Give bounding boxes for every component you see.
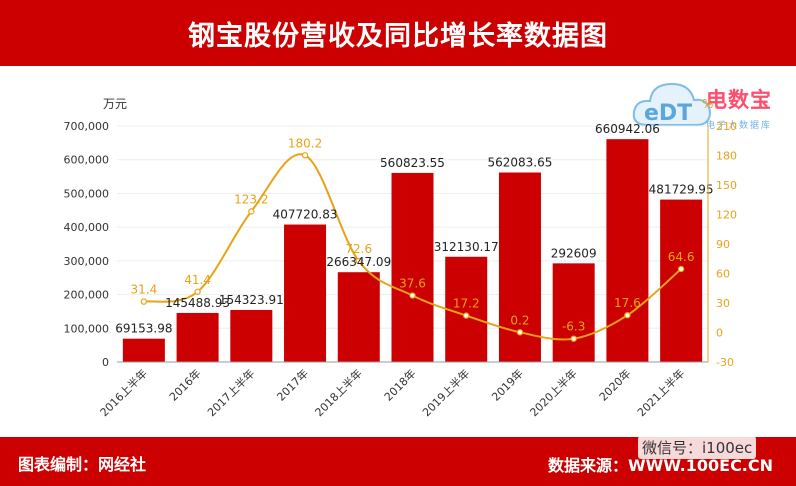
logo-cloud: eDT: [632, 82, 712, 126]
growth-point: [570, 335, 577, 342]
growth-value-label: 41.4: [184, 273, 211, 287]
growth-point: [301, 152, 309, 159]
growth-value-label: 72.6: [345, 242, 372, 256]
footer-source: 数据来源：WWW.100EC.CN: [548, 452, 773, 476]
growth-point: [463, 312, 470, 319]
x-tick-label: 2020上半年: [527, 366, 580, 419]
bar: [660, 199, 703, 362]
growth-point: [624, 311, 631, 319]
bar-layer: [122, 139, 703, 362]
bar-value-label: 481729.95: [649, 183, 714, 197]
bar: [337, 272, 380, 362]
bar-value-label: 154323.91: [219, 293, 284, 307]
bar-value-label: 312130.17: [434, 240, 499, 254]
x-tick-label: 2016上半年: [97, 366, 150, 419]
y-tick-label: 600,000: [64, 154, 110, 167]
chart-title: 钢宝股份营收及同比增长率数据图: [188, 20, 608, 52]
y2-tick-label: 90: [716, 238, 730, 251]
growth-point: [409, 292, 416, 299]
growth-value-label: 64.6: [668, 250, 695, 264]
bar: [606, 139, 649, 362]
x-tick-label: 2017年: [274, 366, 311, 403]
growth-value-label: 31.4: [131, 283, 158, 297]
bar: [391, 172, 434, 362]
x-tick-label: 2016年: [166, 366, 203, 403]
y-tick-label: 500,000: [64, 187, 110, 200]
source-label: 数据来源：: [548, 456, 629, 475]
y-tick-label: 400,000: [64, 221, 110, 234]
bar-value-label: 560823.55: [380, 156, 445, 170]
y-tick-label: 100,000: [64, 322, 110, 335]
growth-point: [194, 288, 201, 295]
growth-point: [248, 208, 255, 215]
bar-value-label: 266347.09: [326, 255, 391, 269]
growth-point: [355, 257, 362, 265]
y2-tick-label: 210: [716, 120, 737, 133]
source-url: WWW.100EC.CN: [628, 456, 774, 475]
growth-point: [140, 298, 148, 305]
y-axis-label: 万元: [103, 97, 127, 111]
growth-value-label: 180.2: [288, 136, 322, 150]
growth-value-label: 37.6: [399, 277, 426, 291]
y2-axis-label: %: [702, 97, 713, 111]
x-tick-label: 2020年: [596, 366, 633, 403]
x-tick-label: 2017上半年: [204, 366, 257, 419]
y2-tick-label: 0: [716, 327, 723, 340]
bar: [445, 256, 488, 362]
bar-value-label: 407720.83: [273, 208, 338, 222]
y-tick-label: 0: [102, 356, 109, 369]
line-layer: [140, 152, 685, 342]
footer-bar: 图表编制：网经社 数据来源：WWW.100EC.CN: [0, 437, 796, 486]
growth-value-label: -6.3: [562, 320, 585, 334]
y-tick-label: 300,000: [64, 255, 110, 268]
x-tick-label: 2018上半年: [312, 366, 365, 419]
y-tick-label: 200,000: [64, 289, 110, 302]
y2-tick-label: 30: [716, 297, 730, 310]
y2-tick-label: 180: [716, 150, 737, 163]
bar: [552, 263, 595, 362]
x-tick-label: 2021上半年: [634, 366, 687, 419]
y2-tick-label: 60: [716, 268, 730, 281]
bar-value-label: 660942.06: [595, 122, 660, 136]
bar: [122, 338, 165, 362]
growth-value-label: 17.2: [453, 297, 480, 311]
logo-subtitle: 电子大数据库: [706, 121, 773, 131]
y2-tick-label: -30: [716, 356, 734, 369]
bar: [284, 224, 327, 362]
y2-tick-label: 120: [716, 209, 737, 222]
growth-value-label: 123.2: [234, 192, 268, 206]
growth-point: [677, 265, 685, 273]
growth-line: [143, 153, 682, 341]
bar-value-label: 145488.93: [165, 296, 230, 310]
growth-point: [516, 329, 524, 336]
bar-value-label: 69153.98: [115, 322, 172, 336]
logo-letters: eDT: [644, 101, 692, 126]
growth-value-label: 17.6: [614, 296, 641, 310]
bar-value-label: 292609: [551, 246, 597, 260]
x-tick-label: 2019上半年: [419, 366, 472, 419]
y-tick-label: 700,000: [64, 120, 110, 133]
title-bar: 钢宝股份营收及同比增长率数据图: [0, 0, 796, 66]
bar-value-label: 562083.65: [488, 155, 553, 169]
bar: [230, 309, 273, 362]
footer-credit: 图表编制：网经社: [18, 455, 147, 474]
x-tick-label: 2019年: [489, 366, 526, 403]
growth-value-label: 0.2: [510, 313, 529, 327]
x-tick-label: 2018年: [381, 366, 418, 403]
y2-tick-label: 150: [716, 179, 737, 192]
logo-name: 电数宝: [706, 88, 772, 112]
bar: [176, 312, 219, 362]
wechat-id: 微信号：i100ec: [638, 436, 757, 459]
